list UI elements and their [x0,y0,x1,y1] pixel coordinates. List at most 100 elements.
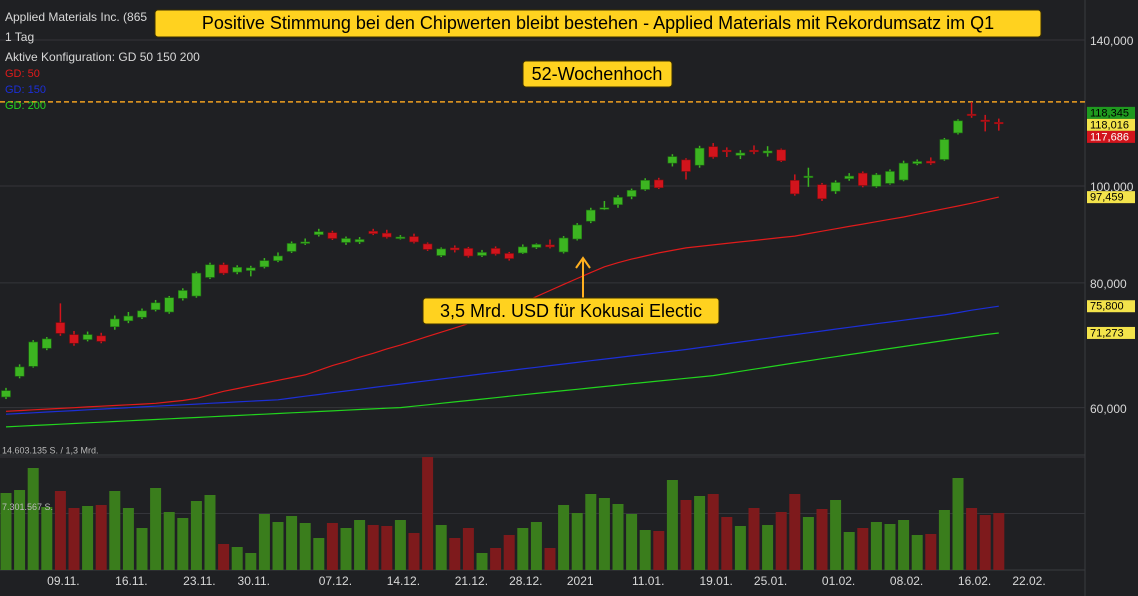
candle-body [721,149,732,153]
price-label-box [1087,326,1135,339]
volume-bar [286,516,298,570]
candle-body [381,232,392,238]
volume-bar [422,457,434,570]
volume-bar [381,526,393,570]
legend-entry: GD: 50 [5,68,40,80]
volume-bar [95,505,107,570]
candle-body [572,224,583,240]
x-tick-label: 16.02. [958,574,991,588]
price-label-box [1087,130,1135,143]
instrument: Applied Materials Inc. (865 [5,10,147,24]
x-tick-label: 08.02. [890,574,923,588]
volume-bar [449,538,461,570]
x-tick-label: 21.12. [455,574,488,588]
candle-body [844,175,855,179]
interval: 1 Tag [5,30,34,44]
volume-bar [163,512,175,570]
volume-bar [639,530,651,570]
candle-body [286,243,297,252]
candle-body [613,197,623,205]
candle-body [694,147,705,166]
candle-body [69,334,79,344]
candle-body [191,272,202,297]
volume-bar [966,508,978,570]
y-tick-label: 60,000 [1090,402,1127,416]
candle-body [354,239,365,243]
volume-bar [54,491,66,570]
candle-body [463,248,474,257]
note-box [154,9,1042,38]
volume-bar [952,478,964,570]
candle-body [273,255,283,261]
high-note: 52-Wochenhoch [522,60,673,88]
volume-bar [408,532,420,570]
candle-body [82,334,93,340]
volume-bar [775,512,787,570]
volume-bar [0,492,12,570]
x-tick-label: 28.12. [509,574,542,588]
volume-bar [680,500,692,570]
candle-body [939,139,950,160]
candle-body [626,190,637,197]
candle-body [681,159,691,172]
legend-entry: GD: 150 [5,84,46,96]
volume-bar [802,517,814,570]
volume-bar [816,509,828,570]
candle-body [205,264,215,278]
candle-body [545,244,555,248]
x-tick-label: 22.02. [1012,574,1045,588]
volume-tick-label: 14.603.135 S. / 1,3 Mrd. [2,445,99,455]
volume-bar [503,535,515,570]
volume-bar [490,548,502,570]
volume-bar [857,527,869,570]
legend: GD: 50 GD: 150 GD: 200 [5,68,46,112]
volume-tick-label: 7.301.567 S. [2,502,53,512]
volume-bar [993,513,1005,570]
volume-bar [394,519,406,570]
x-tick-label: 30.11. [238,574,270,588]
candle-body [925,160,936,164]
volume-bar [177,518,189,570]
candle-body [776,149,787,161]
volume-bar [925,534,937,570]
candle-body [368,230,379,234]
candle-body [789,180,800,195]
volume-bar [231,547,243,570]
note-text: Positive Stimmung bei den Chipwerten ble… [202,13,994,33]
note-box [422,297,720,325]
price-label-box [1087,118,1135,131]
x-tick-label: 2021 [567,574,594,588]
candle-body [150,302,161,310]
volume-bar [272,522,284,570]
candle-body [341,238,351,243]
candle-body [898,162,909,181]
candle-body [803,175,814,178]
volume-bar [830,500,842,570]
candle-body [259,260,270,268]
candle-body [585,209,596,222]
candle-body [599,207,610,210]
volume-bar [462,527,474,570]
candle-body [218,264,229,274]
volume-bar [694,496,706,570]
price-label-text: 118,345 [1090,107,1129,119]
candle-body [246,267,256,271]
candle-body [395,236,406,239]
x-tick-label: 14.12. [387,574,420,588]
candle-body [762,150,773,154]
candle-body [300,241,311,244]
volume-bar [313,538,325,570]
volume-bar [326,522,338,570]
volume-bar [14,490,26,570]
volume-bar [979,514,991,570]
candle-body [436,248,447,256]
volume-bar [707,493,719,570]
volume-bar [843,531,855,570]
volume-bar [748,508,760,570]
volume-bar [109,491,121,570]
candle-body [912,161,923,164]
x-tick-label: 01.02. [822,574,855,588]
candle-body [41,338,52,349]
config: Aktive Konfiguration: GD 50 150 200 [5,50,200,64]
